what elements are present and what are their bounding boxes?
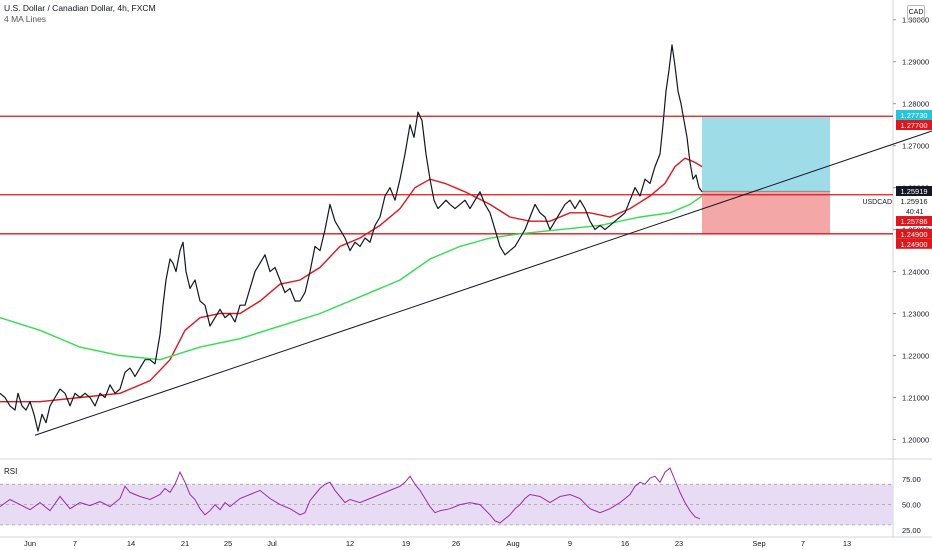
price-series — [0, 45, 702, 431]
price-badge-label: 1.25916 — [900, 197, 927, 206]
price-tick-label: 1.29000 — [902, 58, 929, 67]
trend-line — [35, 131, 932, 435]
price-badge-label: 1.27700 — [900, 121, 927, 130]
countdown-label: 40:41 — [906, 209, 924, 216]
time-tick-label: Sep — [752, 539, 765, 548]
price-tick-label: 1.23000 — [902, 310, 929, 319]
price-tick-label: 1.24000 — [902, 268, 929, 277]
time-tick-label: 23 — [675, 539, 683, 548]
rsi-tick-label: 75.00 — [902, 475, 921, 484]
time-tick-label: 9 — [568, 539, 572, 548]
price-badge-label: 1.25919 — [900, 187, 927, 196]
symbol-label: USDCAD — [862, 199, 892, 206]
price-tick-label: 1.21000 — [902, 393, 929, 402]
time-tick-label: 12 — [346, 539, 354, 548]
price-tick-label: 1.22000 — [902, 352, 929, 361]
position-target-zone — [702, 116, 830, 191]
position-stop-zone — [702, 191, 830, 233]
chart-title: U.S. Dollar / Canadian Dollar, 4h, FXCM — [4, 3, 156, 14]
chart-header: U.S. Dollar / Canadian Dollar, 4h, FXCM … — [4, 3, 156, 25]
price-badge-label: 1.27730 — [900, 111, 927, 120]
currency-button[interactable]: CAD — [907, 5, 925, 20]
price-badge-label: 1.24900 — [900, 230, 927, 239]
rsi-tick-label: 50.00 — [902, 501, 921, 510]
rsi-tick-label: 25.00 — [902, 526, 921, 535]
time-tick-label: 7 — [801, 539, 805, 548]
time-tick-label: Aug — [506, 539, 519, 548]
time-tick-label: 7 — [73, 539, 77, 548]
price-tick-label: 1.20000 — [902, 435, 929, 444]
time-tick-label: 19 — [402, 539, 410, 548]
time-tick-label: 14 — [127, 539, 135, 548]
time-tick-label: 16 — [621, 539, 629, 548]
time-tick-label: 13 — [843, 539, 851, 548]
moving-average-line-2 — [0, 196, 702, 360]
indicator-label: 4 MA Lines — [4, 14, 156, 25]
time-tick-label: 21 — [181, 539, 189, 548]
price-tick-label: 1.28000 — [902, 100, 929, 109]
price-badge-label: 1.24900 — [900, 240, 927, 249]
price-badge-label: 1.25786 — [900, 217, 927, 226]
time-tick-label: 25 — [224, 539, 232, 548]
price-tick-label: 1.27000 — [902, 142, 929, 151]
time-tick-label: Jun — [24, 539, 36, 548]
rsi-label: RSI — [4, 467, 17, 476]
time-tick-label: Jul — [267, 539, 277, 548]
time-tick-label: 26 — [452, 539, 460, 548]
